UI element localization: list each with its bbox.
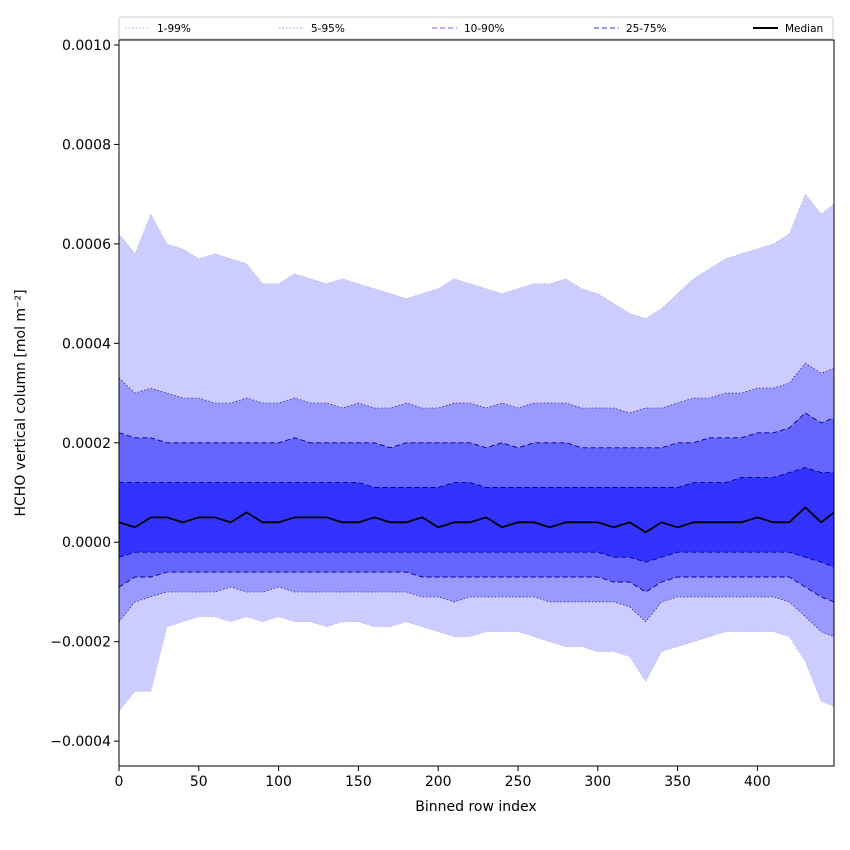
plot-frame bbox=[118, 39, 835, 767]
x-tick-label: 200 bbox=[425, 774, 452, 790]
percentile-bands bbox=[119, 194, 834, 712]
legend-label: 10-90% bbox=[464, 23, 505, 35]
x-axis-label: Binned row index bbox=[415, 799, 536, 815]
x-tick-label: 150 bbox=[345, 774, 372, 790]
x-tick-label: 300 bbox=[584, 774, 611, 790]
x-tick-label: 50 bbox=[190, 774, 208, 790]
legend-label: 25-75% bbox=[626, 23, 667, 35]
y-tick-label: 0.0006 bbox=[62, 237, 111, 253]
y-tick-label: 0.0010 bbox=[62, 38, 111, 54]
x-tick-label: 250 bbox=[505, 774, 532, 790]
legend-label: 1-99% bbox=[157, 23, 191, 35]
series-line-3-lower bbox=[119, 551, 834, 568]
y-tick-label: 0.0008 bbox=[62, 137, 111, 153]
series-line-3-upper bbox=[119, 467, 834, 488]
legend-label: Median bbox=[785, 23, 823, 35]
y-tick-label: 0.0000 bbox=[62, 535, 111, 551]
y-tick-label: −0.0002 bbox=[50, 635, 111, 651]
x-tick-label: 0 bbox=[115, 774, 124, 790]
x-tick-label: 100 bbox=[265, 774, 292, 790]
series-line-2-upper bbox=[119, 412, 834, 449]
series-lines bbox=[119, 193, 834, 712]
band-3 bbox=[119, 467, 834, 568]
median-line bbox=[119, 506, 834, 534]
series-line-2-lower bbox=[119, 571, 834, 603]
y-axis: −0.0004 −0.0002 0.0000 0.0002 0.0004 0.0006 0.… bbox=[50, 38, 119, 750]
x-axis: 0 50 100 150 200 250 300 350 400 bbox=[115, 766, 771, 790]
legend: 1-99% 5-95% 10-90% 25-75% Median bbox=[118, 16, 834, 40]
series-line-1-lower bbox=[119, 586, 834, 637]
y-tick-label: 0.0004 bbox=[62, 336, 111, 352]
x-tick-label: 400 bbox=[744, 774, 771, 790]
y-tick-label: −0.0004 bbox=[50, 734, 111, 750]
y-tick-label: 0.0002 bbox=[62, 436, 111, 452]
y-axis-label: HCHO vertical column [mol m⁻²] bbox=[13, 289, 29, 516]
series-line-0-upper bbox=[119, 193, 834, 319]
x-tick-label: 350 bbox=[664, 774, 691, 790]
series-line-0-lower bbox=[119, 616, 834, 712]
legend-label: 5-95% bbox=[311, 23, 345, 35]
legend-box bbox=[118, 16, 834, 40]
